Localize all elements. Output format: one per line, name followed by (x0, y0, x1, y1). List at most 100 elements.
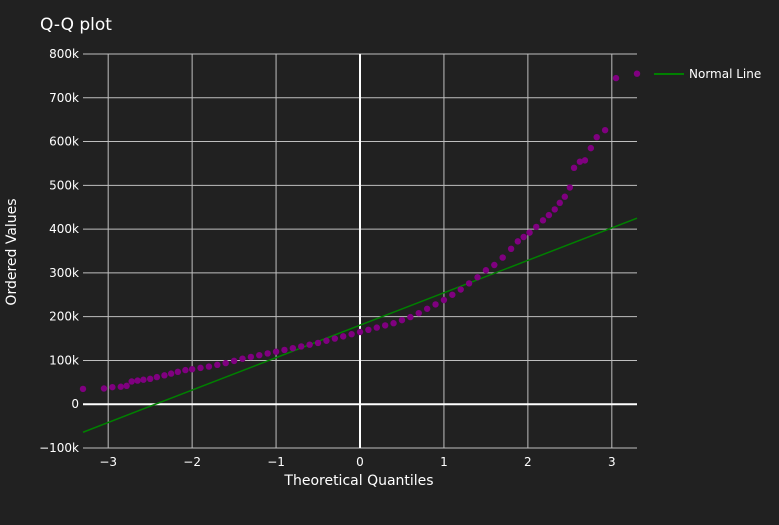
data-point (281, 346, 288, 354)
y-tick-label: −100k (39, 441, 79, 455)
x-tick-label: 3 (608, 455, 616, 469)
data-point (298, 343, 305, 350)
data-point (566, 184, 574, 191)
data-point (381, 322, 389, 329)
data-point (264, 350, 271, 357)
data-point (576, 158, 584, 165)
data-point (514, 238, 522, 245)
data-point (306, 341, 313, 348)
data-point (356, 328, 364, 336)
data-point (612, 74, 620, 82)
y-tick-label: 800k (49, 47, 79, 61)
data-point (188, 366, 196, 373)
data-point (348, 330, 355, 338)
y-tick-labels: −100k 0 100k 200k 300k 400k 500k 600k 700k 800k (39, 47, 79, 455)
data-point (520, 233, 527, 241)
x-axis-title: Theoretical Quantiles (283, 473, 433, 489)
x-tick-label: 1 (440, 455, 448, 469)
data-point (633, 70, 641, 77)
data-point (390, 320, 397, 327)
data-point (247, 353, 255, 361)
y-tick-label: 200k (49, 310, 79, 324)
data-point (146, 375, 154, 383)
data-point (205, 363, 213, 370)
data-point (593, 133, 600, 141)
x-tick-label: 2 (524, 455, 532, 469)
normal-line-series (82, 217, 638, 433)
data-point (109, 383, 116, 391)
y-tick-label: 700k (49, 91, 79, 105)
data-point (533, 223, 540, 231)
data-point (167, 370, 175, 377)
data-point (134, 377, 141, 384)
y-tick-label: 600k (49, 135, 79, 149)
data-point (117, 383, 124, 390)
data-point (482, 267, 490, 274)
data-point (581, 157, 589, 164)
data-point (230, 357, 238, 365)
y-axis-title: Ordered Values (4, 198, 20, 305)
y-tick-label: 400k (49, 222, 79, 236)
data-point (197, 364, 204, 372)
data-point (440, 296, 448, 304)
data-point (561, 193, 569, 200)
data-point (100, 385, 108, 392)
x-tick-label: 0 (356, 455, 364, 469)
data-point (415, 309, 422, 317)
data-point (222, 359, 229, 367)
y-tick-label: 300k (49, 266, 79, 280)
data-point (140, 376, 147, 383)
data-point (398, 316, 406, 324)
data-point (449, 291, 456, 298)
x-tick-label: −2 (183, 455, 201, 469)
legend-label-normal-line: Normal Line (689, 67, 761, 81)
sample-points-series (79, 70, 641, 393)
data-point (323, 337, 330, 344)
data-point (174, 368, 182, 376)
data-point (340, 333, 347, 340)
data-point (601, 126, 609, 134)
data-point (499, 254, 506, 261)
data-point (432, 301, 439, 308)
data-point (123, 382, 130, 390)
data-point (365, 326, 372, 333)
normal-line (82, 217, 638, 433)
data-point (457, 286, 464, 293)
data-point (423, 305, 431, 312)
data-point (239, 355, 246, 362)
data-point (373, 324, 380, 331)
legend[interactable]: Normal Line (654, 67, 761, 81)
data-point (256, 351, 263, 359)
data-point (570, 164, 578, 172)
y-tick-label: 0 (71, 397, 79, 411)
y-tick-label: 100k (49, 353, 79, 367)
x-tick-label: −3 (99, 455, 117, 469)
data-point (272, 348, 280, 355)
data-point (474, 274, 481, 281)
data-point (507, 245, 515, 253)
data-point (539, 217, 547, 224)
data-point (289, 344, 297, 352)
data-point (79, 385, 87, 393)
data-point (314, 339, 322, 347)
data-point (407, 313, 414, 321)
x-tick-label: −1 (267, 455, 285, 469)
data-point (491, 261, 498, 269)
zero-lines (83, 54, 637, 448)
data-point (556, 199, 563, 207)
data-point (182, 366, 189, 374)
data-point (526, 229, 533, 236)
chart-title: Q-Q plot (40, 15, 112, 35)
data-point (587, 144, 595, 152)
data-point (465, 280, 473, 287)
data-point (551, 206, 558, 213)
data-point (214, 361, 221, 369)
data-point (545, 211, 553, 219)
y-tick-label: 500k (49, 178, 79, 192)
data-point (331, 335, 339, 342)
data-point (161, 372, 168, 379)
data-point (153, 373, 161, 381)
x-tick-labels: −3 −2 −1 0 1 2 3 (99, 455, 615, 469)
